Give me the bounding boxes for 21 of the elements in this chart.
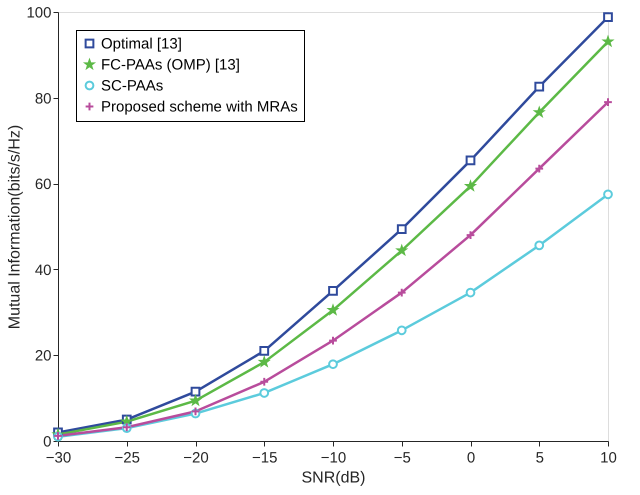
x-tick-label: −30 <box>46 450 72 466</box>
x-tick-label: −10 <box>320 450 346 466</box>
x-axis-title: SNR(dB) <box>301 470 366 486</box>
y-tick-label: 80 <box>34 90 52 108</box>
y-tick-label: 60 <box>34 176 52 194</box>
legend-label: Optimal [13] <box>101 36 182 52</box>
x-tick-label: −20 <box>183 450 209 466</box>
x-tick-label: 5 <box>536 450 544 466</box>
y-tick-label: 20 <box>34 348 52 365</box>
legend-label: Proposed scheme with MRAs <box>101 98 298 116</box>
legend-label: FC-PAAs (OMP) [13] <box>101 56 240 74</box>
x-tick-label: −5 <box>394 450 411 466</box>
y-tick-label: 40 <box>34 262 52 279</box>
y-axis-title: Mutual Information(bits/s/Hz) <box>6 124 24 330</box>
y-tick-label: 100 <box>26 4 52 22</box>
x-tick-label: −25 <box>114 450 140 466</box>
x-tick-label: 0 <box>466 450 476 466</box>
x-tick-label: 10 <box>600 450 617 466</box>
x-tick-label: −15 <box>252 450 278 466</box>
legend-label: SC-PAAs <box>101 78 164 94</box>
y-tick-label: 0 <box>43 434 52 450</box>
